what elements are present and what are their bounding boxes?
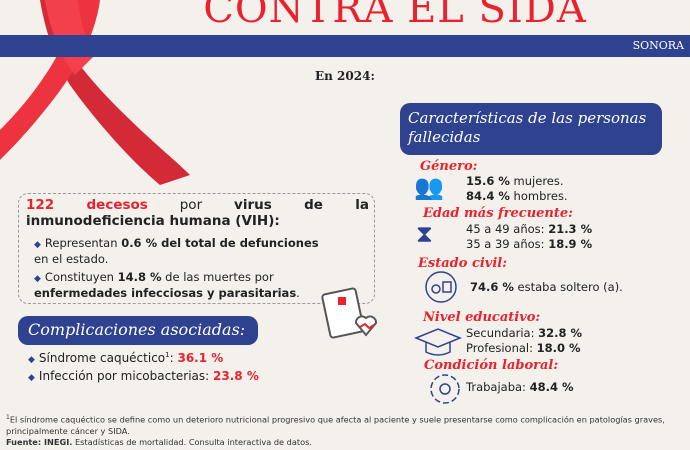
graduation-cap-icon <box>414 328 462 356</box>
summary-heading: 122 decesos por virus de la inmunodefici… <box>26 197 369 229</box>
b1-post: en el estado. <box>34 252 109 266</box>
summary-box <box>18 193 375 304</box>
complication-label: Infección por micobacterias: <box>38 369 210 383</box>
work-label: Condición laboral: <box>424 358 559 373</box>
complication-item: ◆ Infección por micobacterias: 23.8 % <box>28 369 259 385</box>
gear-icon <box>430 374 460 404</box>
cause-text: virus de la inmunodeficiencia humana (VI… <box>26 197 369 229</box>
men-label: hombres. <box>509 189 568 203</box>
summary-bullet-2: ◆ Constituyen 14.8 % de las muertes por e… <box>34 270 324 300</box>
red-ribbon-icon <box>0 0 190 185</box>
clipboard-health-icon <box>321 287 377 339</box>
education-label: Nivel educativo: <box>423 310 541 325</box>
by-text: por <box>147 197 235 213</box>
b2-bold2: enfermedades infecciosas y parasitarias <box>34 286 297 300</box>
summary-bullet-1: ◆ Representan 0.6 % del total de defuncio… <box>34 236 334 266</box>
edu-level-2: Profesional: <box>466 341 537 355</box>
civil-label: Estado civil: <box>418 256 508 271</box>
b2-pre: Constituyen <box>44 270 118 284</box>
b2-bold1: 14.8 % <box>117 270 162 284</box>
work-status: Trabajaba: <box>466 380 530 394</box>
diamond-icon: ◆ <box>34 274 41 284</box>
civil-status-icon <box>425 271 457 303</box>
year-label: En 2024: <box>315 69 375 83</box>
footnote-ref: 1 <box>165 351 170 359</box>
age-label: Edad más frecuente: <box>423 206 573 221</box>
age-value-2: 18.9 % <box>548 237 593 251</box>
source-label: Fuente: INEGI. <box>6 436 73 447</box>
work-value: Trabajaba: 48.4 % <box>466 380 573 395</box>
source-text: Estadísticas de mortalidad. Consulta int… <box>72 436 312 447</box>
diamond-icon: ◆ <box>28 373 35 383</box>
civil-percent: 74.6 % <box>470 280 514 294</box>
deaths-count: 122 decesos <box>26 197 148 213</box>
hourglass-icon: ⧗ <box>416 220 433 248</box>
women-value: 15.6 % <box>466 174 510 188</box>
complications-title: Complicaciones asociadas: <box>18 316 258 345</box>
people-icon: 👥 <box>414 173 444 201</box>
age-range-1: 45 a 49 años: <box>466 222 549 236</box>
footnote-text: El síndrome caquéctico se define como un… <box>6 414 665 436</box>
diamond-icon: ◆ <box>34 240 41 250</box>
b1-bold: 0.6 % del total de defunciones <box>121 236 319 250</box>
region-label: SONORA <box>632 39 684 52</box>
characteristics-title: Características de las personas fallecid… <box>400 103 662 155</box>
age-values: 45 a 49 años: 21.3 % 35 a 39 años: 18.9 % <box>466 222 592 252</box>
edu-value-2: 18.0 % <box>536 341 581 355</box>
b2-post: . <box>296 286 300 300</box>
page-title: CONTRA EL SIDA <box>203 0 587 32</box>
gender-values: 15.6 % mujeres. 84.4 % hombres. <box>466 174 568 204</box>
gender-label: Género: <box>420 159 478 174</box>
civil-value: 74.6 % estaba soltero (a). <box>470 280 623 295</box>
complication-item: ◆ Síndrome caquéctico1: 36.1 % <box>28 351 224 365</box>
footnote: 1El síndrome caquéctico se define como u… <box>6 412 690 448</box>
header-band <box>0 35 690 57</box>
civil-text: estaba soltero (a). <box>513 280 623 294</box>
work-percent: 48.4 % <box>529 380 574 394</box>
men-value: 84.4 % <box>466 189 510 203</box>
footnote-number: 1 <box>6 414 10 421</box>
complication-value: 23.8 % <box>213 369 259 383</box>
age-value-1: 21.3 % <box>548 222 593 236</box>
women-label: mujeres. <box>509 174 564 188</box>
complication-value: 36.1 % <box>177 351 224 365</box>
diamond-icon: ◆ <box>28 355 35 365</box>
edu-level-1: Secundaria: <box>466 326 539 340</box>
b2-mid: de las muertes por <box>161 270 274 284</box>
edu-value-1: 32.8 % <box>538 326 583 340</box>
age-range-2: 35 a 39 años: <box>466 237 549 251</box>
b1-pre: Representan <box>44 236 122 250</box>
complication-label: Síndrome caquéctico <box>38 351 166 365</box>
education-values: Secundaria: 32.8 % Profesional: 18.0 % <box>466 326 582 356</box>
